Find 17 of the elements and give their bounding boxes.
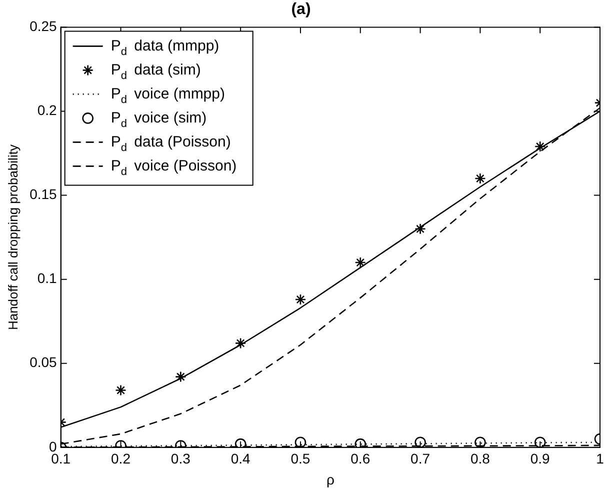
- y-tick-label: 0.2: [37, 102, 58, 118]
- x-tick-label: 0.3: [170, 450, 191, 467]
- x-tick-label: 0.9: [530, 450, 550, 467]
- x-tick-label: 0.6: [350, 450, 370, 467]
- x-tick-label: 0.5: [290, 450, 310, 467]
- x-tick-label: 1: [596, 450, 604, 467]
- y-tick-label: 0.25: [30, 18, 58, 34]
- y-tick-label: 0.1: [37, 270, 58, 286]
- x-tick-label: 0.2: [111, 450, 131, 467]
- y-axis-title: Handoff call dropping probability: [5, 144, 20, 330]
- x-tick-label: 0.8: [470, 450, 490, 467]
- x-tick-label: 0.7: [410, 450, 430, 467]
- x-tick-label: 0.4: [230, 450, 251, 467]
- y-tick-label: 0.15: [30, 186, 58, 202]
- y-tick-label: 0.05: [30, 354, 58, 370]
- x-axis-title: ρ: [326, 471, 334, 488]
- chart-title: (a): [291, 1, 311, 18]
